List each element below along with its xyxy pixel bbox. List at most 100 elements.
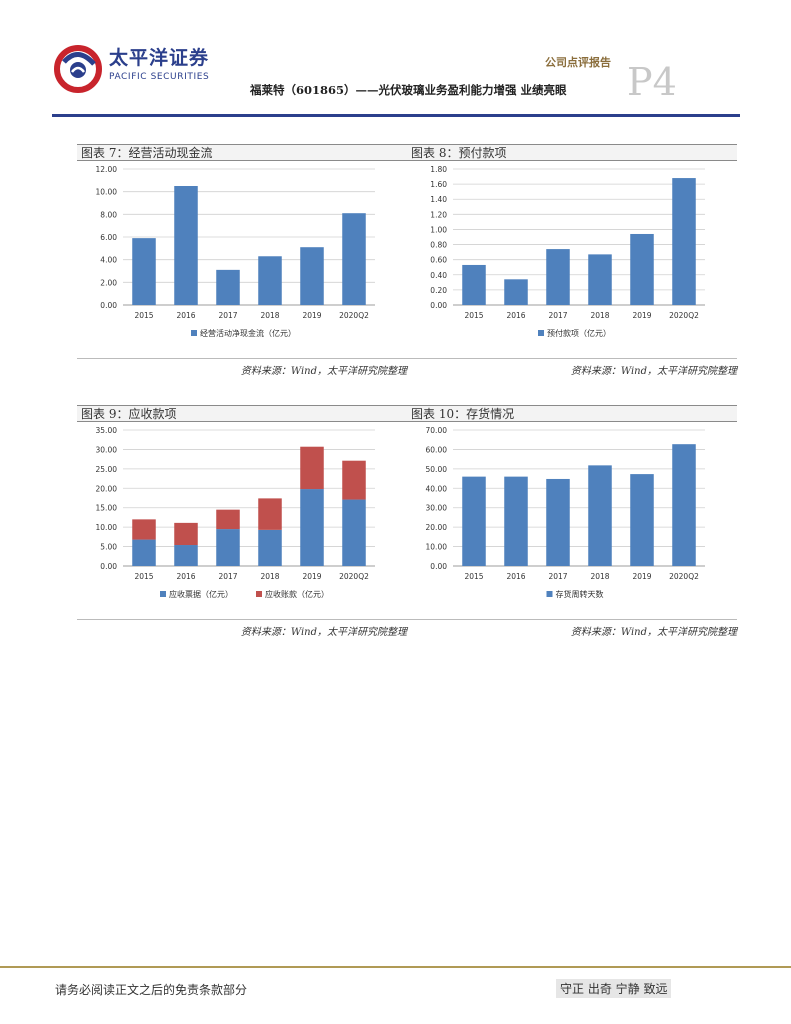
chart-title: 图表 10：存货情况 [407,405,737,422]
y-tick-label: 1.40 [430,195,447,204]
x-tick-label: 2020Q2 [339,572,369,581]
chart-panel-prepayments: 图表 8：预付款项 0.00 0.20 0.40 0.60 0.80 1.00 1.20 1.… [407,144,737,379]
bar [546,249,570,305]
bar [300,446,324,490]
bar [504,279,528,305]
footer-divider [0,966,791,968]
y-tick-label: 40.00 [426,484,448,493]
y-tick-label: 12.00 [96,165,118,174]
footer-disclaimer: 请务必阅读正文之后的免责条款部分 [55,983,248,997]
chart-source: 资料来源：Wind，太平洋研究院整理 [570,366,737,377]
bar [300,247,324,305]
y-tick-label: 1.80 [430,165,447,174]
legend-label: 应收账款（亿元） [265,589,329,599]
legend-swatch [191,330,197,336]
bar [174,522,198,546]
chart-panel-operating-cashflow: 图表 7：经营活动现金流 0.00 2.00 4.00 6.00 8.00 10.00 12… [77,144,407,379]
x-tick-label: 2017 [218,311,237,320]
chart-operating-cashflow: 0.00 2.00 4.00 6.00 8.00 10.00 12.00 2015 2016 20… [96,165,375,338]
legend-label: 预付款项（亿元） [547,328,611,338]
y-tick-label: 0.00 [100,562,117,571]
bar [216,269,240,305]
y-tick-label: 60.00 [426,445,448,454]
x-tick-label: 2020Q2 [669,572,699,581]
y-tick-label: 10.00 [426,543,448,552]
y-tick-label: 2.00 [100,278,117,287]
legend-swatch [538,330,544,336]
x-tick-label: 2015 [464,572,483,581]
logo-chinese-name: 太平洋证券 [109,47,210,69]
y-tick-label: 10.00 [96,523,118,532]
bar [630,474,654,566]
bar [630,233,654,305]
x-tick-label: 2016 [176,311,195,320]
x-tick-label: 2018 [590,311,609,320]
y-tick-label: 1.00 [430,225,447,234]
bar [504,476,528,566]
bar [216,509,240,530]
chart-panel-receivables: 图表 9：应收款项 0.00 5.00 10.00 15.00 20.00 25.00 30… [77,405,407,640]
y-tick-label: 10.00 [96,188,118,197]
bar [258,498,282,530]
logo-mark-icon [54,45,102,93]
x-tick-label: 2018 [260,572,279,581]
bar [258,256,282,305]
legend-swatch [256,591,262,597]
bar [342,460,366,500]
y-tick-label: 30.00 [426,504,448,513]
y-tick-label: 0.20 [430,286,447,295]
bar [132,519,156,540]
y-tick-label: 0.00 [100,301,117,310]
bar [342,499,366,566]
y-tick-label: 1.20 [430,210,447,219]
x-tick-label: 2018 [590,572,609,581]
y-tick-label: 25.00 [96,465,118,474]
legend-swatch [546,591,553,597]
x-tick-label: 2016 [506,311,525,320]
y-tick-label: 50.00 [426,465,448,474]
x-tick-label: 2020Q2 [339,311,369,320]
bar [672,178,696,305]
y-tick-label: 0.00 [430,562,447,571]
legend-label: 应收票据（亿元） [169,589,233,599]
x-tick-label: 2017 [548,572,567,581]
y-tick-label: 0.60 [430,256,447,265]
y-tick-label: 30.00 [96,445,118,454]
chart-source: 资料来源：Wind，太平洋研究院整理 [240,366,407,377]
chart-title: 图表 8：预付款项 [407,144,737,161]
x-tick-label: 2019 [302,572,321,581]
bar [462,264,486,305]
chart-source: 资料来源：Wind，太平洋研究院整理 [240,627,407,638]
x-tick-label: 2020Q2 [669,311,699,320]
x-tick-label: 2017 [548,311,567,320]
company-logo: 太平洋证券 PACIFIC SECURITIES [52,42,212,94]
bar [300,489,324,566]
header-divider [52,114,740,117]
legend-label: 存货周转天数 [556,589,604,599]
x-tick-label: 2017 [218,572,237,581]
chart-inventory: 0.00 10.00 20.00 30.00 40.00 50.00 60.00 70.00 2… [426,426,705,599]
chart-divider [77,619,407,620]
y-tick-label: 6.00 [100,233,117,242]
chart-source: 资料来源：Wind，太平洋研究院整理 [570,627,737,638]
legend-label: 经营活动净现金流（亿元） [200,328,296,338]
bar [588,465,612,566]
x-tick-label: 2019 [632,572,651,581]
bar [546,478,570,566]
bar [258,529,282,566]
page-number: P4 [627,60,677,104]
bar [132,238,156,305]
logo-english-name: PACIFIC SECURITIES [109,72,210,82]
report-title: 福莱特（601865）——光伏玻璃业务盈利能力增强 业绩亮眼 [250,83,567,97]
bar [174,186,198,305]
y-tick-label: 0.80 [430,241,447,250]
y-tick-label: 20.00 [96,484,118,493]
y-tick-label: 15.00 [96,504,118,513]
bar [588,254,612,305]
x-tick-label: 2019 [632,311,651,320]
x-tick-label: 2015 [134,311,153,320]
x-tick-label: 2015 [464,311,483,320]
chart-title: 图表 7：经营活动现金流 [77,144,407,161]
y-tick-label: 8.00 [100,210,117,219]
x-tick-label: 2016 [506,572,525,581]
